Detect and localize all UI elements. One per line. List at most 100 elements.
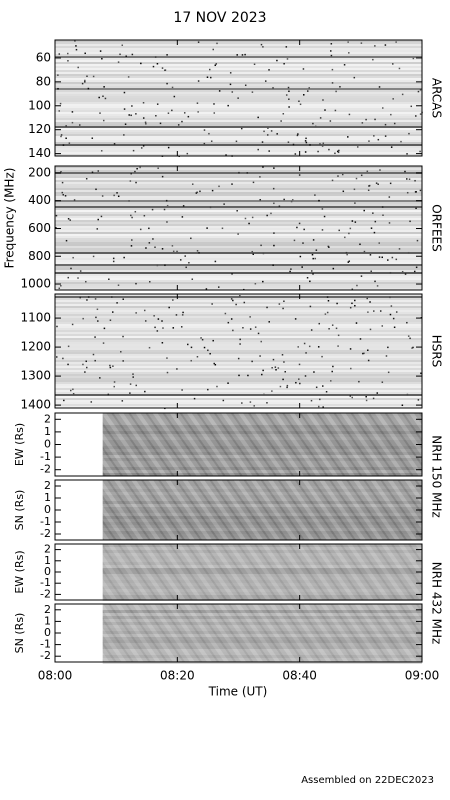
heatmap-speck [84,52,86,55]
heatmap-speck [102,342,105,344]
heatmap-speck [360,275,363,277]
heatmap-speck [310,399,313,402]
heatmap-row [55,170,422,172]
heatmap-row [55,70,422,72]
heatmap-row [55,72,422,74]
heatmap-speck [297,133,299,135]
heatmap-speck [239,295,241,297]
heatmap-row [55,220,422,222]
heatmap-speck [290,200,293,203]
heatmap-speck [275,369,277,371]
heatmap-speck [181,120,183,123]
heatmap-row [55,320,422,322]
heatmap-speck [338,149,340,152]
heatmap-speck [355,177,358,180]
heatmap-speck [401,93,404,96]
heatmap [55,544,423,601]
heatmap-row [55,382,422,384]
heatmap-speck [327,245,330,248]
heatmap-speck [112,260,115,263]
heatmap-row [55,214,422,216]
heatmap-speck [206,227,208,229]
heatmap-speck [387,259,389,261]
heatmap-speck [273,244,275,247]
heatmap-speck [317,150,319,153]
heatmap-speck [198,251,200,254]
heatmap-row [55,248,422,250]
plot-frame [54,293,423,409]
heatmap-speck [237,233,239,235]
heatmap-row [55,314,422,316]
heatmap-speck [92,75,95,78]
heatmap-speck [288,90,290,93]
heatmap-speck [71,323,74,326]
heatmap-speck [272,358,275,361]
heatmap-row [102,537,423,540]
heatmap-row [55,40,422,42]
heatmap-speck [406,153,408,155]
heatmap-speck [213,112,216,114]
heatmap-speck [251,91,254,93]
heatmap-speck [268,150,270,152]
heatmap-row [55,90,422,92]
heatmap-speck [260,340,262,343]
heatmap-speck [55,356,58,358]
heatmap-speck [368,140,370,142]
heatmap-speck [273,202,275,205]
heatmap-speck [70,267,72,270]
heatmap-row [55,94,422,96]
heatmap-speck [293,239,296,242]
heatmap-speck [75,45,77,47]
heatmap-row [55,348,422,350]
heatmap-speck [132,373,134,375]
heatmap-speck [321,145,324,147]
heatmap-row [102,464,423,467]
heatmap-speck [209,76,212,79]
heatmap-row [55,302,422,304]
heatmap-speck [330,43,333,45]
heatmap-row [55,398,422,400]
heatmap-row [55,332,422,334]
heatmap-speck [181,389,183,391]
heatmap-speck [279,385,282,388]
heatmap-speck [81,82,84,85]
heatmap-speck [252,253,255,256]
y-tick-label: 0 [44,503,51,516]
heatmap-speck [166,371,169,374]
heatmap-speck [85,360,87,363]
heatmap-speck [248,222,250,225]
heatmap-speck [311,270,313,272]
heatmap-speck [365,118,367,121]
heatmap-speck [363,352,365,355]
heatmap-row [102,652,423,655]
heatmap-speck [392,317,395,320]
heatmap-speck [92,255,95,258]
y-tick-label: 2 [44,603,51,616]
heatmap-speck [351,220,354,222]
heatmap-speck [249,328,252,330]
heatmap-speck [103,327,106,330]
heatmap-speck [129,392,131,394]
heatmap-speck [176,368,178,370]
heatmap-speck [227,321,230,324]
heatmap-row [55,204,422,206]
heatmap-row [55,270,422,272]
heatmap-speck [349,306,352,309]
heatmap-speck [152,65,155,68]
heatmap-row [55,360,422,362]
heatmap-row [102,507,423,510]
heatmap-row [55,394,422,396]
heatmap-speck [415,115,417,117]
heatmap-speck [184,255,186,257]
heatmap-row [55,240,422,242]
heatmap-speck [164,264,166,267]
heatmap-speck [183,112,186,114]
heatmap-speck [304,375,307,377]
heatmap-speck [251,216,254,219]
heatmap-speck [60,135,62,138]
heatmap-speck [103,86,105,88]
heatmap-speck [268,69,270,71]
y-tick-label: 400 [28,193,51,207]
heatmap-speck [324,109,326,111]
heatmap-row [55,378,422,380]
